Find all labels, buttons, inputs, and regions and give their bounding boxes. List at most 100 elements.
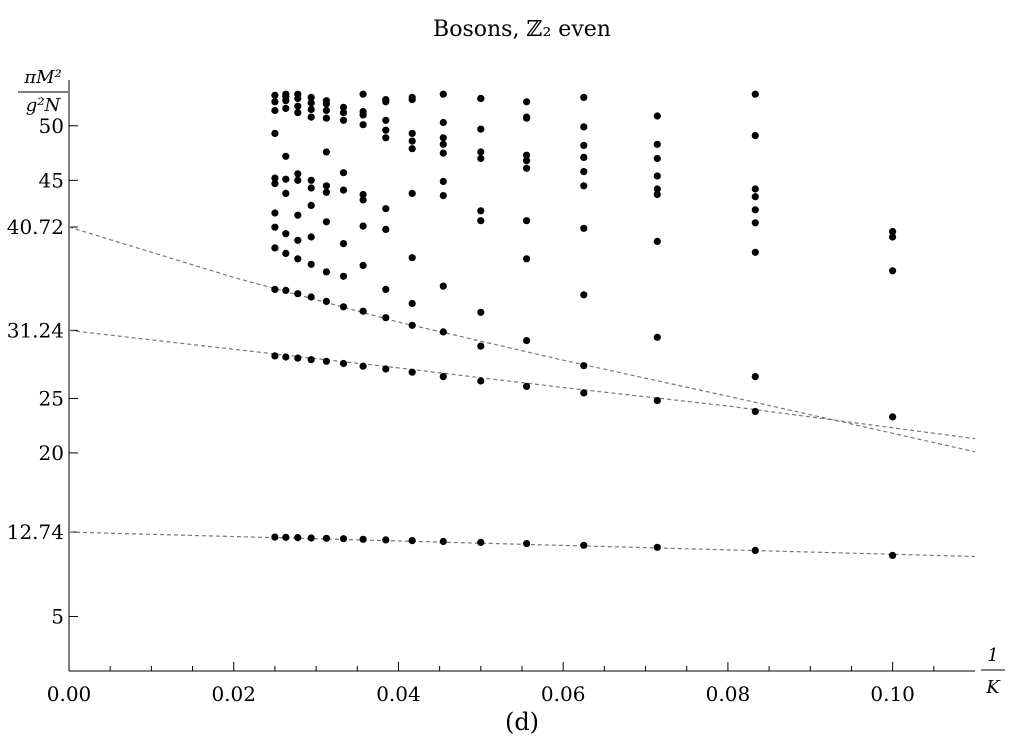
data-point <box>408 129 416 137</box>
data-point <box>580 362 588 370</box>
data-point <box>359 261 367 269</box>
data-point <box>382 96 390 104</box>
data-point <box>580 123 588 131</box>
data-point <box>322 534 330 542</box>
data-point <box>282 249 290 257</box>
data-point <box>322 106 330 115</box>
data-point <box>477 148 485 156</box>
data-point <box>653 172 661 180</box>
data-point <box>382 134 390 142</box>
y-tick-label: 25 <box>39 386 64 410</box>
data-point <box>439 118 447 127</box>
data-point <box>359 196 367 204</box>
data-point <box>359 307 367 315</box>
data-point <box>359 90 367 98</box>
fit-curve <box>68 329 976 440</box>
data-point <box>307 113 315 121</box>
data-point <box>322 97 330 105</box>
data-point <box>523 164 531 172</box>
data-point <box>307 534 315 542</box>
data-points <box>271 90 897 560</box>
x-axis-label: 1 K <box>981 645 1005 698</box>
data-point <box>382 126 390 134</box>
data-point <box>382 314 390 322</box>
data-point <box>339 535 348 543</box>
data-point <box>477 154 485 163</box>
data-point <box>408 145 416 153</box>
data-point <box>382 225 390 233</box>
x-tick-label: 0.00 <box>47 682 92 706</box>
data-point <box>653 112 661 120</box>
data-point <box>294 90 302 98</box>
data-point <box>477 125 485 133</box>
data-point <box>359 535 367 543</box>
x-label-numerator: 1 <box>987 645 998 666</box>
data-point <box>523 113 531 121</box>
data-point <box>294 170 302 178</box>
data-point <box>751 90 759 98</box>
x-tick-label: 0.04 <box>376 682 421 706</box>
data-point <box>294 109 302 117</box>
chart-title: Bosons, ℤ₂ even <box>433 17 611 42</box>
y-tick-label: 45 <box>39 168 64 192</box>
y-tick-label: 20 <box>39 441 64 465</box>
data-point <box>294 534 302 542</box>
data-point <box>889 267 897 275</box>
y-tick-label: 50 <box>39 114 64 138</box>
data-point <box>523 217 531 225</box>
data-point <box>322 148 330 156</box>
data-point <box>339 240 348 248</box>
data-point <box>322 182 330 190</box>
data-point <box>580 168 588 176</box>
data-point <box>271 285 279 293</box>
data-point <box>653 543 661 551</box>
x-ticks: 0.00 0.02 0.04 0.06 0.08 0.10 <box>47 662 935 706</box>
data-point <box>307 201 315 209</box>
x-tick-label: 0.10 <box>870 682 915 706</box>
data-point <box>307 260 315 268</box>
data-point <box>751 248 759 256</box>
data-point <box>408 368 416 376</box>
data-point <box>477 538 485 547</box>
data-point <box>307 184 315 192</box>
data-point <box>271 129 279 137</box>
data-point <box>439 328 447 336</box>
data-point <box>382 116 390 124</box>
data-point <box>408 537 416 545</box>
data-point <box>751 219 759 227</box>
data-point <box>307 233 315 241</box>
data-point <box>408 254 416 262</box>
data-point <box>439 90 447 98</box>
data-point <box>653 237 661 245</box>
data-point <box>294 102 302 110</box>
data-point <box>322 357 330 365</box>
data-point <box>294 290 302 298</box>
data-point <box>282 533 290 541</box>
x-tick-label: 0.06 <box>541 682 586 706</box>
data-point <box>282 90 290 98</box>
data-point <box>322 268 330 276</box>
x-label-denominator: K <box>985 677 1001 698</box>
fit-curves <box>68 226 976 558</box>
data-point <box>271 244 279 252</box>
data-point <box>580 389 588 397</box>
data-point <box>359 121 367 129</box>
data-point <box>339 359 348 368</box>
data-point <box>307 356 315 364</box>
data-point <box>359 362 367 370</box>
y-axis-label: πM² g²N <box>18 67 68 116</box>
data-point <box>523 98 531 106</box>
data-point <box>523 151 531 159</box>
data-point <box>751 185 759 193</box>
data-point <box>580 291 588 299</box>
data-point <box>580 182 588 190</box>
data-point <box>439 537 447 546</box>
data-point <box>653 333 661 341</box>
data-point <box>359 108 367 116</box>
data-point <box>439 192 447 200</box>
data-point <box>382 536 390 544</box>
data-point <box>439 134 447 142</box>
data-point <box>751 193 759 201</box>
y-tick-label: 5 <box>51 604 64 628</box>
data-point <box>307 93 315 101</box>
